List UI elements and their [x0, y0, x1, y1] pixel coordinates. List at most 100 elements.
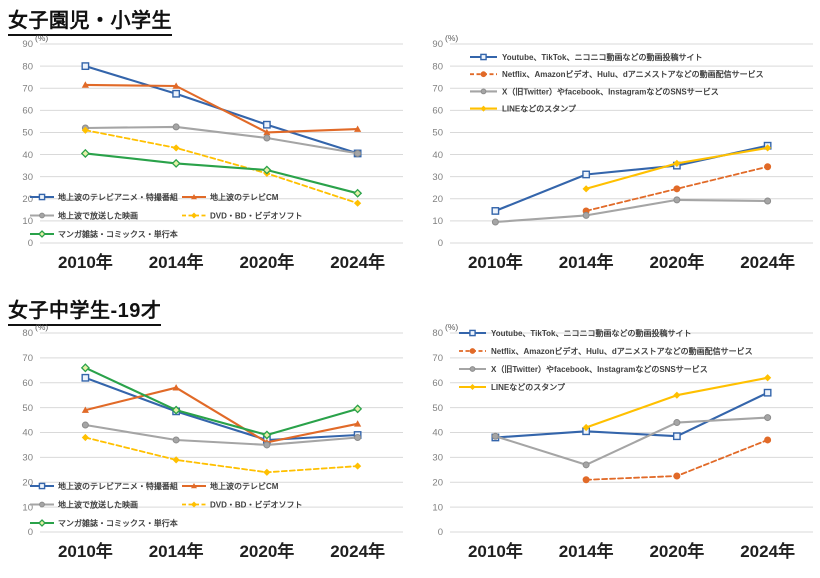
y-tick-label: 70 [22, 83, 33, 94]
data-point-marker [80, 363, 90, 373]
y-tick-label: 50 [432, 128, 443, 139]
x-tick-label: 2024年 [330, 252, 385, 272]
data-point-marker [582, 476, 590, 484]
y-tick-label: 20 [432, 194, 443, 205]
data-point-marker [582, 461, 590, 469]
x-tick-label: 2010年 [58, 541, 113, 561]
legend-item: Netflix、Amazonビデオ、Hulu、dアニメストアなどの動画配信サービ… [459, 346, 753, 356]
y-tick-label: 20 [22, 194, 33, 205]
data-point-marker [582, 170, 591, 179]
data-point-marker [764, 144, 772, 152]
chart-teen-traditional-media: 0 10 20 30 40 50 60 70 80(%) 2010年 2014年 2020年 2024年… [22, 322, 403, 561]
x-tick-label: 2010年 [468, 541, 523, 561]
data-point-marker [191, 483, 197, 489]
legend-item: Youtube、TikTok、ニコニコ動画などの動画投稿サイト [470, 52, 702, 62]
legend-label: Netflix、Amazonビデオ、Hulu、dアニメストアなどの動画配信サービ… [502, 69, 764, 79]
data-point-marker [172, 436, 180, 444]
legend-item: X（旧Twitter）やfacebook、InstagramなどのSNSサービス [459, 364, 708, 374]
legend-label: マンガ雑誌・コミックス・単行本 [58, 229, 178, 239]
data-point-marker [354, 149, 362, 157]
data-point-marker [172, 82, 180, 89]
y-tick-label: 50 [22, 403, 33, 414]
x-tick-label: 2020年 [239, 541, 294, 561]
y-tick-label: 40 [22, 150, 33, 161]
data-point-marker [172, 144, 180, 152]
y-tick-label: 0 [438, 527, 443, 538]
data-point-marker [39, 501, 45, 508]
data-point-marker [673, 472, 681, 480]
y-axis-unit-label: (%) [445, 322, 458, 332]
data-point-marker [263, 128, 271, 136]
data-point-marker [491, 218, 499, 226]
y-tick-label: 10 [432, 502, 443, 513]
legend-label: 地上波のテレビCM [210, 192, 279, 202]
data-point-marker [764, 197, 772, 205]
data-point-marker [480, 88, 487, 95]
data-point-marker [263, 468, 271, 476]
y-tick-label: 60 [432, 378, 443, 389]
data-point-marker [764, 436, 772, 444]
series-line [494, 198, 769, 224]
legend-label: DVD・BD・ビデオソフト [210, 211, 302, 221]
y-tick-label: 90 [22, 39, 33, 50]
legend-item: 地上波のテレビCM [182, 481, 279, 491]
data-point-marker [672, 432, 681, 441]
y-tick-label: 0 [28, 238, 33, 249]
legend-label: Netflix、Amazonビデオ、Hulu、dアニメストアなどの動画配信サービ… [491, 346, 753, 356]
series-line [84, 386, 359, 444]
data-point-marker [764, 374, 772, 382]
data-point-marker [171, 158, 181, 168]
y-tick-label: 80 [22, 328, 33, 339]
series-line [84, 83, 359, 134]
legend-label: 地上波のテレビアニメ・特撮番組 [58, 192, 178, 202]
data-point-marker [480, 71, 487, 78]
data-point-marker [172, 89, 181, 98]
data-point-marker [469, 329, 476, 337]
legend-label: Youtube、TikTok、ニコニコ動画などの動画投稿サイト [502, 52, 702, 62]
data-point-marker [81, 406, 89, 413]
data-point-marker [354, 125, 362, 132]
data-point-marker [469, 384, 476, 390]
legend-label: X（旧Twitter）やfacebook、InstagramなどのSNSサービス [491, 364, 708, 374]
data-point-marker [764, 414, 772, 422]
series-line [84, 129, 359, 205]
x-tick-label: 2010年 [468, 252, 523, 272]
legend-item: 地上波で放送した映画 [30, 211, 138, 221]
data-point-marker [38, 519, 46, 527]
data-point-marker [81, 81, 89, 88]
data-point-marker [491, 207, 500, 215]
legend-item: X（旧Twitter）やfacebook、InstagramなどのSNSサービス [470, 86, 719, 96]
data-point-marker [582, 185, 590, 193]
data-point-marker [673, 196, 681, 204]
chart-preschool-digital-media: 0 10 20 30 40 50 60 70 80 90(%) 2010年 2014年 2020年 202… [432, 33, 813, 272]
y-tick-label: 40 [432, 428, 443, 439]
data-point-marker [673, 391, 681, 399]
data-point-marker [354, 433, 362, 441]
legend-item: マンガ雑誌・コミックス・単行本 [30, 518, 178, 528]
data-point-marker [171, 405, 181, 415]
data-point-marker [191, 501, 197, 508]
data-point-marker [262, 120, 271, 129]
legend-item: DVD・BD・ビデオソフト [182, 211, 302, 221]
data-point-marker [81, 373, 90, 382]
legend-label: DVD・BD・ビデオソフト [210, 500, 302, 510]
y-tick-label: 70 [432, 83, 443, 94]
legend-label: Youtube、TikTok、ニコニコ動画などの動画投稿サイト [491, 328, 691, 338]
y-axis-unit-label: (%) [35, 322, 48, 332]
legend-item: 地上波のテレビアニメ・特撮番組 [30, 481, 178, 491]
data-point-marker [480, 105, 487, 112]
legend-label: LINEなどのスタンプ [491, 382, 566, 392]
data-point-marker [262, 430, 272, 440]
data-point-marker [469, 366, 476, 372]
section-title-preschool-elementary: 女子園児・小学生 [8, 4, 172, 36]
data-point-marker [354, 199, 362, 207]
y-tick-label: 30 [22, 453, 33, 464]
y-axis-unit-label: (%) [35, 33, 48, 43]
legend-item: マンガ雑誌・コミックス・単行本 [30, 229, 178, 239]
data-point-marker [191, 212, 197, 219]
data-point-marker [673, 159, 681, 167]
y-tick-label: 60 [432, 106, 443, 117]
data-point-marker [353, 188, 363, 198]
y-tick-label: 90 [432, 39, 443, 50]
